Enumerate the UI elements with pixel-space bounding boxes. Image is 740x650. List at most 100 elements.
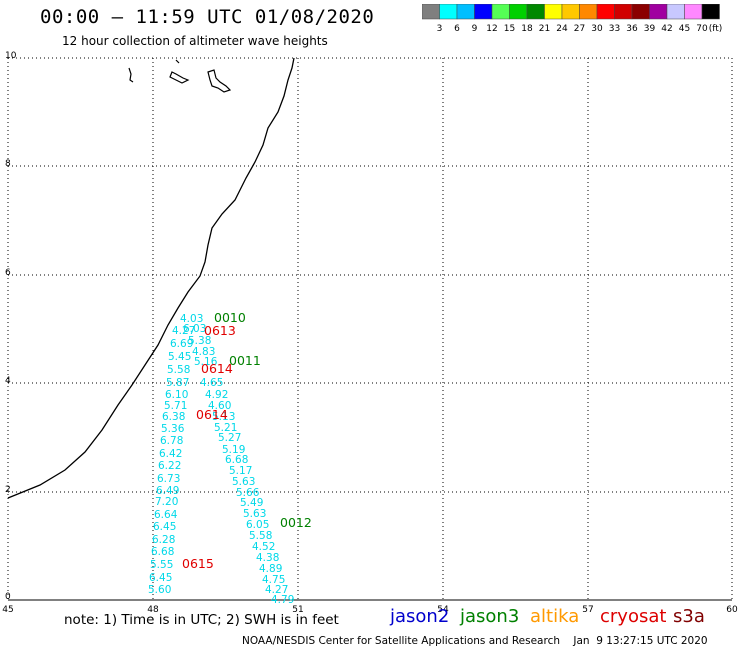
units-note: note: 1) Time is in UTC; 2) SWH is in fe… bbox=[64, 612, 339, 628]
wave-height-value: 6.05 bbox=[246, 519, 269, 531]
wave-height-value: 5.87 bbox=[166, 377, 189, 389]
wave-height-value: 5.55 bbox=[150, 559, 173, 571]
wave-height-value: 5.45 bbox=[168, 351, 191, 363]
wave-height-value: 5.60 bbox=[148, 584, 171, 596]
legend-tick-label: 70 bbox=[696, 24, 708, 34]
color-scale-legend: 3 6 9 12 15 18 21 24 27 30 33 36 39 42 45 70 (ft) bbox=[421, 3, 738, 40]
wave-height-value: 6.64 bbox=[154, 509, 178, 521]
wave-height-value: 6.22 bbox=[158, 460, 181, 472]
legend-tick-label: 39 bbox=[644, 24, 656, 34]
wave-height-value: 6.69 bbox=[170, 338, 193, 350]
wave-height-value: 4.60 bbox=[208, 400, 231, 412]
wave-height-value: 4.65 bbox=[200, 377, 223, 389]
wave-height-value: 5.36 bbox=[161, 423, 185, 435]
latitude-tick-label: 6 bbox=[5, 268, 11, 278]
legend-tick-label: 30 bbox=[591, 24, 603, 34]
legend-tick-label: 36 bbox=[626, 24, 638, 34]
legend-tick-label: 3 bbox=[437, 24, 443, 34]
wave-height-value: 4.83 bbox=[192, 346, 215, 358]
wave-height-value: 6.68 bbox=[151, 546, 174, 558]
legend-tick-label: 15 bbox=[504, 24, 515, 34]
wave-height-value: 4.75 bbox=[262, 574, 285, 586]
pass-time-label: 0011 bbox=[229, 353, 261, 368]
credit-footer: NOAA/NESDIS Center for Satellite Applica… bbox=[242, 635, 708, 647]
wave-height-value: 5.71 bbox=[164, 400, 187, 412]
legend-tick-label: 9 bbox=[472, 24, 478, 34]
wave-height-value: 7.20 bbox=[155, 496, 178, 508]
color-scale-bar: 3 6 9 12 15 18 21 24 27 30 33 36 39 42 45 70 (ft) bbox=[421, 3, 723, 34]
legend-tick-label: 24 bbox=[556, 24, 568, 34]
wave-height-value: 4.89 bbox=[259, 563, 282, 575]
wave-height-value: 6.42 bbox=[159, 448, 182, 460]
longitude-tick-label: 57 bbox=[582, 605, 593, 615]
latitude-tick-label: 2 bbox=[5, 485, 11, 495]
wave-height-value: 6.38 bbox=[162, 411, 185, 423]
wave-height-value: 5.58 bbox=[167, 364, 190, 376]
wave-height-value: 5.17 bbox=[229, 465, 252, 477]
longitude-tick-label: 54 bbox=[437, 605, 449, 615]
legend-tick-label: 27 bbox=[574, 24, 585, 34]
pass-time-label: 0614 bbox=[196, 407, 228, 422]
satellite-altika-label: altika bbox=[530, 606, 580, 627]
legend-tick-label: 12 bbox=[486, 24, 497, 34]
map-title: 00:00 – 11:59 UTC 01/08/2020 bbox=[40, 6, 375, 28]
wave-height-value: 5.21 bbox=[214, 422, 237, 434]
longitude-tick-label: 60 bbox=[726, 605, 738, 615]
latitude-tick-label: 0 bbox=[5, 592, 11, 602]
legend-unit-label: (ft) bbox=[709, 24, 723, 34]
coastline bbox=[7, 57, 295, 499]
wave-height-value: 5.66 bbox=[236, 487, 260, 499]
satellite-jason3-label: jason3 bbox=[460, 606, 520, 627]
wave-height-value: 4.27 bbox=[265, 584, 288, 596]
map-subtitle: 12 hour collection of altimeter wave hei… bbox=[62, 34, 328, 48]
legend-tick-label: 42 bbox=[661, 24, 672, 34]
pass-time-label: 0614 bbox=[201, 361, 233, 376]
legend-tick-label: 6 bbox=[454, 24, 460, 34]
wave-height-value: 4.52 bbox=[252, 541, 275, 553]
wave-height-value: 5.13 bbox=[212, 411, 235, 423]
pass-time-label: 0615 bbox=[182, 556, 214, 571]
island-outline bbox=[169, 71, 190, 84]
wave-height-value: 6.10 bbox=[165, 389, 188, 401]
wave-height-value: 6.73 bbox=[157, 473, 180, 485]
legend-swatch bbox=[701, 3, 720, 20]
wave-height-value: 5.49 bbox=[240, 497, 263, 509]
legend-tick-label: 45 bbox=[679, 24, 690, 34]
satellite-jason2-label: jason2 bbox=[390, 606, 450, 627]
legend-tick-label: 18 bbox=[521, 24, 533, 34]
wave-height-value: 6.49 bbox=[156, 485, 179, 497]
legend-tick-label: 33 bbox=[609, 24, 620, 34]
pass-time-label: 0010 bbox=[214, 310, 246, 325]
wave-height-value: 4.27 bbox=[172, 325, 195, 337]
island-outline bbox=[175, 59, 180, 64]
pass-time-label: 0613 bbox=[204, 323, 236, 338]
satellite-s3a-label: s3a bbox=[673, 606, 705, 627]
wave-height-value: 5.27 bbox=[218, 432, 241, 444]
longitude-tick-label: 51 bbox=[292, 605, 303, 615]
pass-time-label: 0012 bbox=[280, 515, 312, 530]
wave-height-value: 6.03 bbox=[183, 323, 206, 335]
wave-height-value: 4.79 bbox=[271, 594, 294, 606]
island-outline bbox=[128, 67, 134, 83]
wave-height-value: 5.19 bbox=[222, 444, 245, 456]
wave-height-value: 4.92 bbox=[205, 389, 228, 401]
wave-height-value: 6.45 bbox=[153, 521, 176, 533]
longitude-tick-label: 45 bbox=[2, 605, 13, 615]
wave-height-value: 4.03 bbox=[180, 313, 203, 325]
wave-height-value: 5.16 bbox=[194, 356, 218, 368]
wave-height-value: 5.63 bbox=[232, 476, 255, 488]
latitude-tick-label: 8 bbox=[5, 159, 11, 169]
satellite-cryosat-label: cryosat bbox=[600, 606, 667, 627]
island-outline bbox=[207, 69, 232, 93]
latitude-tick-label: 4 bbox=[5, 376, 11, 386]
wave-height-value: 6.45 bbox=[149, 572, 172, 584]
latitude-tick-label: 10 bbox=[5, 51, 17, 61]
wave-height-value: 6.78 bbox=[160, 435, 183, 447]
wave-height-value: 5.63 bbox=[243, 508, 266, 520]
wave-height-value: 6.28 bbox=[152, 534, 175, 546]
wave-height-value: 5.58 bbox=[249, 530, 272, 542]
wave-height-value: 5.38 bbox=[188, 335, 211, 347]
wave-height-value: 6.68 bbox=[225, 454, 248, 466]
legend-tick-label: 21 bbox=[539, 24, 550, 34]
longitude-tick-label: 48 bbox=[147, 605, 159, 615]
